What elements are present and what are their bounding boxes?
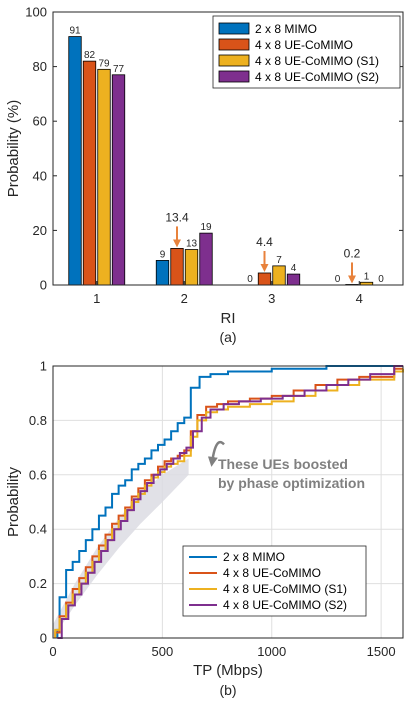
- boosted-ues-note-line-2: by phase optimization: [218, 475, 365, 491]
- legend-swatch-4-x-8-ue-comimo: [218, 38, 250, 51]
- bar-data-label: 19: [200, 222, 212, 233]
- bar-4-x-8-ue-comimo-s1-ri-1: [97, 68, 111, 286]
- annotation-label: 0.2: [344, 246, 361, 260]
- cdf-chart-plot-frame: [52, 365, 404, 639]
- bar-4-x-8-ue-comimo-s2-ri-1: [111, 74, 126, 286]
- bar-4-x-8-ue-comimo-s2-ri-2: [199, 232, 213, 286]
- cdf-chart-y-tick-label: 1: [40, 359, 47, 374]
- boosted-ues-highlight-band: [53, 458, 189, 638]
- legend-swatch-2-x-8-mimo: [218, 22, 250, 35]
- legend-entry-4-x-8-ue-comimo-s2: 4 x 8 UE-CoMIMO (S2): [223, 598, 347, 612]
- bar-data-label: 9: [160, 249, 166, 260]
- legend-entry-4-x-8-ue-comimo: 4 x 8 UE-CoMIMO: [255, 38, 353, 52]
- cdf-chart-throughput: 0 500 1000 1500 0 0.2 0.4 0.6 0.8 1 These UEs bo…: [5, 359, 404, 698]
- legend-swatch-4-x-8-ue-comimo-s2: [218, 70, 250, 83]
- bar-chart-y-tick-label: 60: [33, 114, 47, 129]
- bar-chart-bars: [68, 36, 374, 286]
- cdf-chart-x-tick-label: 1000: [257, 644, 286, 659]
- bar-chart-y-ticks: 0 20 40 60 80 100: [25, 5, 47, 293]
- bar-chart-annotations: 13.4 4.4 0.2: [165, 210, 361, 284]
- cdf-chart-x-tick-label: 500: [152, 644, 174, 659]
- bar-chart-x-tick-label: 2: [181, 291, 188, 306]
- bar-data-label: 4: [291, 263, 297, 274]
- bar-4-x-8-ue-comimo-s1-ri-3: [272, 265, 286, 286]
- bar-data-label: 0: [247, 274, 253, 285]
- bar-4-x-8-ue-comimo-s2-ri-3: [286, 273, 301, 286]
- legend-entry-4-x-8-ue-comimo-s1: 4 x 8 UE-CoMIMO (S1): [223, 582, 347, 596]
- bar-chart-y-tick-label: 80: [33, 59, 47, 74]
- cdf-chart-x-tick-label: 1500: [367, 644, 396, 659]
- cdf-line-4-x-8-ue-comimo-s1: [54, 368, 404, 638]
- bar-4-x-8-ue-comimo-ri-1: [82, 60, 97, 286]
- bar-chart-x-tick-label: 1: [93, 291, 100, 306]
- bar-data-label: 0: [335, 274, 341, 285]
- cdf-chart-y-tick-label: 0: [40, 631, 47, 646]
- legend-swatch-4-x-8-ue-comimo-s1: [218, 54, 250, 67]
- annotation-label: 13.4: [165, 210, 189, 224]
- cdf-line-4-x-8-ue-comimo-s2: [57, 365, 403, 639]
- cdf-line-4-x-8-ue-comimo: [54, 367, 403, 638]
- legend-entry-4-x-8-ue-comimo: 4 x 8 UE-CoMIMO: [223, 566, 321, 580]
- cdf-chart-series-lines: [54, 365, 404, 639]
- cdf-chart-caption: (b): [219, 682, 236, 698]
- bar-chart-x-tick-label: 4: [356, 291, 363, 306]
- bar-data-label: 0: [378, 274, 384, 285]
- bar-2-x-8-mimo-ri-2: [155, 260, 170, 286]
- cdf-chart-x-ticks: 0 500 1000 1500: [49, 644, 395, 659]
- bar-4-x-8-ue-comimo-s1-ri-2: [184, 249, 199, 286]
- bar-data-label: 77: [113, 64, 125, 75]
- bar-chart-legend: 2 x 8 MIMO 4 x 8 UE-CoMIMO 4 x 8 UE-CoMIMO…: [212, 15, 401, 89]
- bar-chart-x-tick-label: 3: [268, 291, 275, 306]
- cdf-chart-x-tick-label: 0: [49, 644, 56, 659]
- boosted-ues-arrow: [207, 440, 225, 467]
- bar-data-label: 13: [186, 239, 198, 250]
- bar-4-x-8-ue-comimo-ri-3: [257, 272, 272, 286]
- cdf-chart-y-tick-label: 0.8: [29, 413, 47, 428]
- cdf-chart-legend: 2 x 8 MIMO 4 x 8 UE-CoMIMO 4 x 8 UE-CoMIMO…: [182, 545, 367, 617]
- bar-chart-y-tick-label: 20: [33, 223, 47, 238]
- bar-chart-x-axis-label: RI: [221, 310, 236, 327]
- bar-2-x-8-mimo-ri-1: [68, 36, 82, 286]
- bar-data-label: 79: [98, 58, 110, 69]
- bar-chart-y-tick-label: 40: [33, 168, 47, 183]
- legend-entry-2-x-8-mimo: 2 x 8 MIMO: [223, 550, 285, 564]
- cdf-chart-y-tick-label: 0.2: [29, 576, 47, 591]
- bar-chart-y-axis-label: Probability (%): [5, 100, 22, 198]
- cdf-chart-y-ticks: 0 0.2 0.4 0.6 0.8 1: [29, 359, 47, 646]
- bar-chart-caption: (a): [219, 329, 236, 345]
- cdf-line-2-x-8-mimo: [56, 365, 403, 638]
- cdf-chart-y-tick-label: 0.4: [29, 522, 47, 537]
- bar-chart-plot-frame: [52, 11, 404, 286]
- bar-chart-y-tick-label: 0: [40, 278, 47, 293]
- bar-data-label: 1: [364, 271, 370, 282]
- cdf-chart-y-tick-label: 0.6: [29, 467, 47, 482]
- boosted-ues-note-line-1: These UEs boosted: [218, 456, 348, 472]
- bar-4-x-8-ue-comimo-ri-2: [170, 248, 184, 286]
- bar-chart-x-ticks: 1 2 3 4: [93, 291, 363, 306]
- legend-entry-4-x-8-ue-comimo-s2: 4 x 8 UE-CoMIMO (S2): [255, 70, 379, 84]
- bar-data-label: 82: [84, 50, 96, 61]
- cdf-chart-x-axis-label: TP (Mbps): [193, 662, 263, 679]
- bar-data-label: 7: [276, 255, 282, 266]
- cdf-chart-y-axis-label: Probability: [5, 466, 22, 537]
- annotation-label: 4.4: [256, 235, 273, 249]
- bar-chart-y-tick-label: 100: [25, 5, 47, 20]
- legend-entry-4-x-8-ue-comimo-s1: 4 x 8 UE-CoMIMO (S1): [255, 54, 379, 68]
- legend-entry-2-x-8-mimo: 2 x 8 MIMO: [255, 22, 317, 36]
- bar-data-label: 91: [69, 26, 81, 37]
